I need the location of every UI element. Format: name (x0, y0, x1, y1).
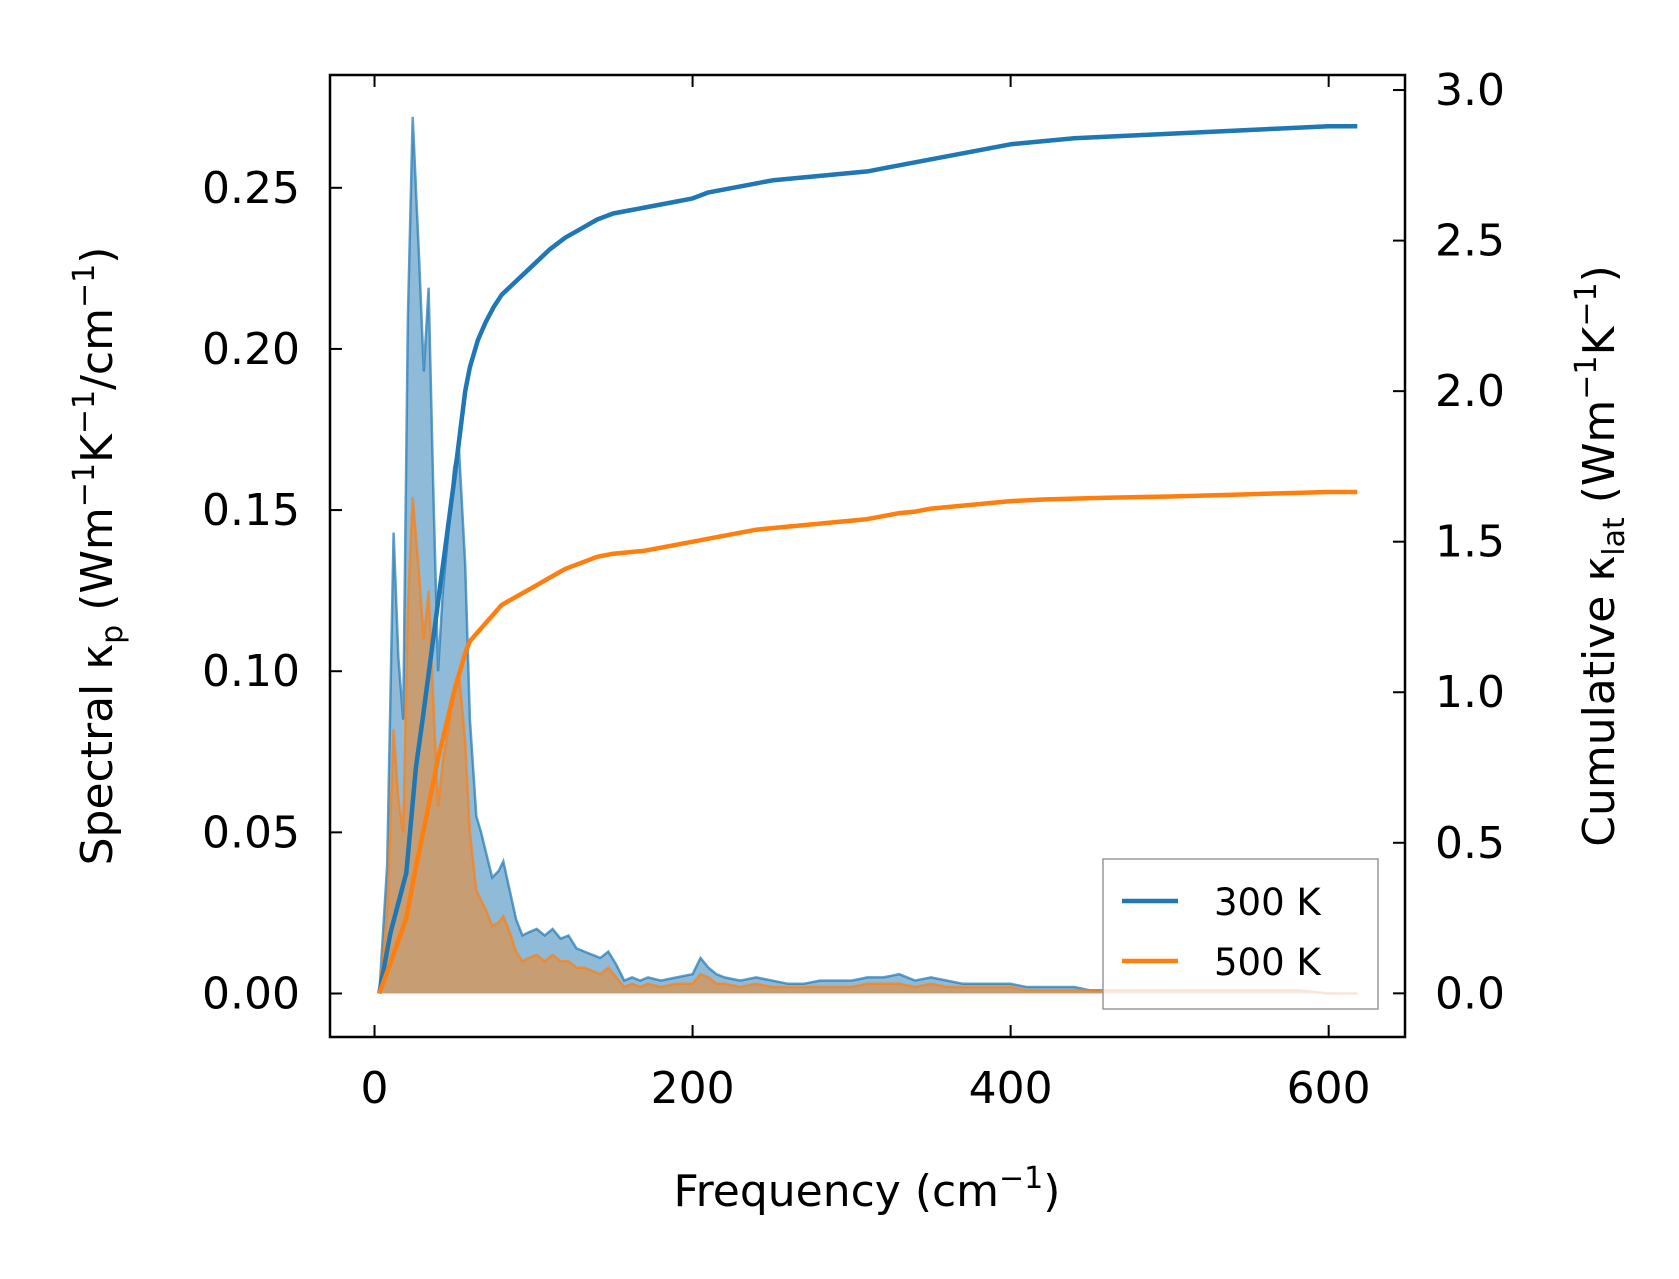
legend-label-500k: 500 K (1214, 941, 1322, 984)
cumulative-line-300k (377, 123, 1358, 994)
y-tick-label-right: 2.5 (1435, 216, 1505, 267)
legend: 300 K 500 K (1102, 858, 1379, 1010)
x-ticks: 0 200 400 600 (361, 75, 1371, 1114)
y-tick-label-right: 0.0 (1435, 968, 1505, 1019)
cumulative-line-500k (377, 489, 1358, 995)
y-tick-label-right: 1.0 (1435, 667, 1505, 718)
cumulative-lines (377, 123, 1358, 995)
y-tick-label-left: 0.10 (202, 646, 300, 697)
x-tick-label: 200 (651, 1063, 735, 1114)
x-tick-label: 600 (1287, 1063, 1371, 1114)
y-tick-label-left: 0.15 (202, 485, 300, 536)
y-tick-label-left: 0.00 (202, 968, 300, 1019)
y-tick-label-right: 2.0 (1435, 366, 1505, 417)
y-tick-label-left: 0.25 (202, 163, 300, 214)
x-tick-label: 0 (361, 1063, 389, 1114)
x-tick-label: 400 (969, 1063, 1053, 1114)
y-ticks-left: 0.00 0.05 0.10 0.15 0.20 0.25 (202, 163, 342, 1019)
plot-frame (328, 73, 1407, 1039)
y-tick-label-left: 0.05 (202, 807, 300, 858)
x-axis-label: Frequency (cm−1) (674, 1161, 1061, 1217)
y-tick-label-right: 3.0 (1435, 65, 1505, 116)
legend-label-300k: 300 K (1214, 881, 1322, 924)
y-ticks-right: 0.0 0.5 1.0 1.5 2.0 2.5 3.0 (1393, 65, 1505, 1019)
y-tick-label-right: 0.5 (1435, 818, 1505, 869)
spectral-fill-500k (379, 497, 1358, 994)
y-tick-label-right: 1.5 (1435, 517, 1505, 568)
legend-box (1102, 858, 1379, 1010)
spectral-line-500k (378, 497, 1358, 995)
y-axis-label-left: Spectral κp (Wm−1K−1/cm−1) (67, 247, 130, 866)
y-tick-label-left: 0.20 (202, 324, 300, 375)
y-axis-label-right: Cumulative κlat (Wm−1K−1) (1569, 265, 1632, 847)
